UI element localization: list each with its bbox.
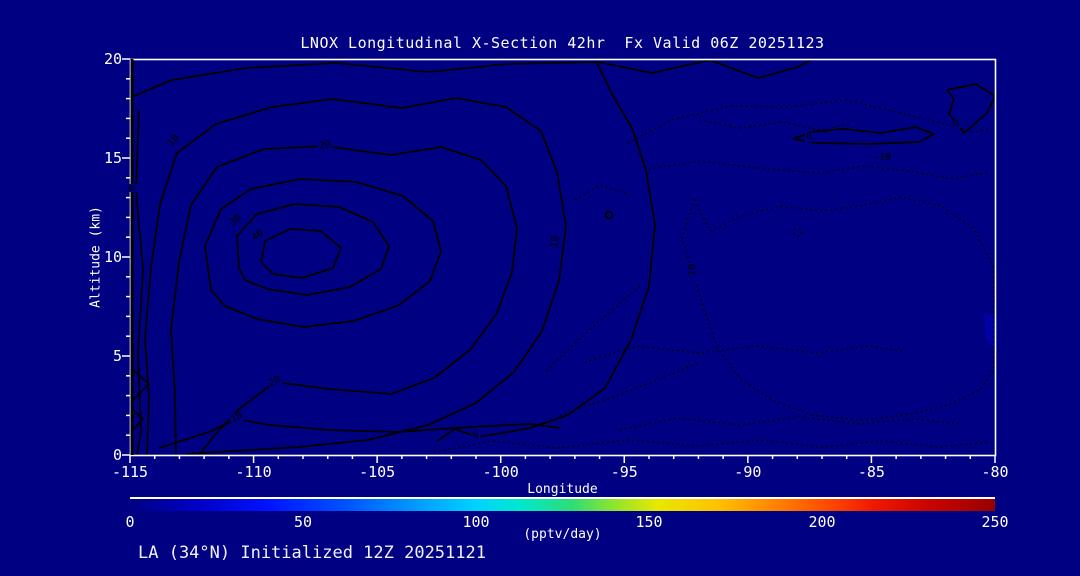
y-tick-label: 0 xyxy=(112,446,122,464)
y-tick-label: 5 xyxy=(112,347,122,365)
colorbar-tick-label: 0 xyxy=(125,513,135,531)
x-tick-label: -80 xyxy=(981,463,1009,481)
contour-value-label: -10 xyxy=(871,152,893,163)
contour-value-label: 0 xyxy=(804,131,814,142)
colorbar xyxy=(130,497,995,511)
axes-frame xyxy=(129,58,997,457)
x-tick-label: -90 xyxy=(734,463,762,481)
contour-value-label: 0 xyxy=(127,183,138,193)
page-title: LNOX Longitudinal X-Section 42hr Fx Vali… xyxy=(300,34,825,52)
colorbar-unit-label: (pptv/day) xyxy=(523,527,602,542)
colorbar-tick-label: 250 xyxy=(981,513,1009,531)
contour-value-label: -10 xyxy=(686,262,699,284)
x-axis-label: Longitude xyxy=(527,482,598,497)
y-tick-label: 20 xyxy=(103,50,122,68)
contour-value-label: 10 xyxy=(549,234,562,250)
solid-contours xyxy=(130,58,996,456)
x-tick-label: -85 xyxy=(857,463,885,481)
dotted-contours xyxy=(433,99,995,453)
colorbar-tick-label: 100 xyxy=(462,513,490,531)
x-tick-label: -100 xyxy=(482,463,519,481)
x-tick-label: -105 xyxy=(359,463,396,481)
x-tick-label: -95 xyxy=(610,463,638,481)
x-tick-label: -110 xyxy=(235,463,272,481)
x-tick-label: -115 xyxy=(111,463,149,481)
y-tick-label: 15 xyxy=(103,149,122,167)
colorbar-tick-label: 150 xyxy=(635,513,663,531)
colorbar-tick-label: 50 xyxy=(293,513,313,531)
colorbar-tick-label: 200 xyxy=(808,513,836,531)
init-annotation: LA (34°N) Initialized 12Z 20251121 xyxy=(138,543,486,563)
contour-value-label: 20 xyxy=(317,139,333,152)
axis-ticks xyxy=(122,58,996,463)
y-tick-label: 10 xyxy=(103,248,122,266)
